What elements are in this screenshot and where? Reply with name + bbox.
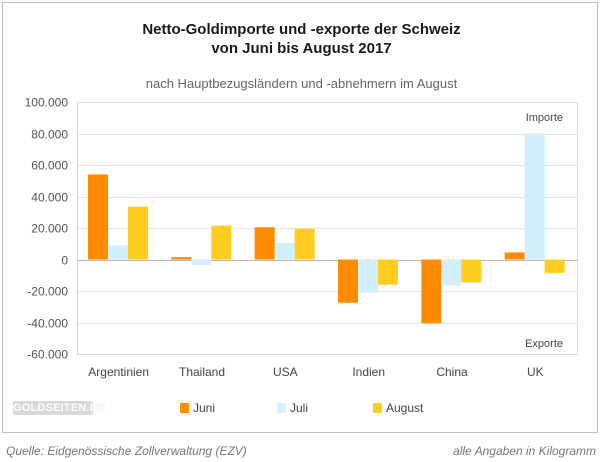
y-tick-label: -40.000: [27, 317, 68, 331]
x-tick-label: UK: [527, 365, 544, 379]
plot-border: [77, 102, 578, 355]
y-axis-ticks: 100.000 80.000 60.000 40.000 20.000 0 -20.000 -…: [25, 96, 69, 362]
y-tick-label: 40.000: [31, 191, 68, 205]
bar-august-usa: [294, 228, 315, 260]
chart-title: Netto-Goldimporte und -exporte der Schwe…: [0, 20, 603, 58]
bar-juni-uk: [504, 252, 525, 260]
bar-juni-indien: [338, 259, 358, 303]
bar-juli-usa: [274, 242, 295, 260]
bar-juli-thailand: [191, 259, 212, 266]
annotation-importe: Importe: [526, 112, 563, 124]
y-tick-label: 100.000: [25, 96, 69, 110]
legend: Juni Juli August: [180, 401, 424, 415]
x-tick-label: Argentinien: [88, 365, 149, 379]
chart-subtitle: nach Hauptbezugsländern und -abnehmern i…: [145, 76, 458, 91]
bar-august-china: [461, 259, 482, 283]
bar-juni-argentinien: [88, 174, 108, 260]
grid-lines: [77, 102, 578, 355]
x-axis-labels: Argentinien Thailand USA Indien China UK: [88, 365, 543, 379]
legend-label-august: August: [386, 401, 424, 415]
y-tick-label: 60.000: [31, 159, 68, 173]
x-tick-label: Indien: [352, 365, 385, 379]
bar-juli-indien: [358, 259, 378, 293]
y-tick-label: -20.000: [27, 285, 68, 299]
bar-juli-uk: [524, 133, 545, 260]
bar-august-uk: [544, 259, 565, 273]
chart-title-line-2: von Juni bis August 2017: [211, 40, 392, 57]
bar-juni-usa: [254, 227, 275, 260]
bar-august-indien: [378, 259, 398, 285]
legend-swatch-juli: [277, 403, 286, 413]
legend-swatch-august: [373, 403, 382, 413]
y-tick-label: 0: [61, 254, 68, 268]
goldseiten-logo: GOLDSEITEN.DE: [13, 401, 106, 415]
source-note: Quelle: Eidgenössische Zollverwaltung (E…: [6, 444, 247, 458]
unit-note: alle Angaben in Kilogramm: [453, 444, 596, 458]
legend-label-juli: Juli: [290, 401, 308, 415]
bar-juni-china: [421, 259, 442, 324]
annotation-exporte: Exporte: [525, 338, 563, 350]
bars: [88, 133, 565, 324]
bar-august-thailand: [211, 225, 232, 260]
legend-label-juni: Juni: [193, 401, 215, 415]
x-tick-label: USA: [273, 365, 298, 379]
y-tick-label: -60.000: [27, 348, 68, 362]
bar-juli-china: [441, 259, 462, 286]
x-tick-label: China: [436, 365, 468, 379]
y-tick-label: 80.000: [31, 128, 68, 142]
y-tick-label: 20.000: [31, 222, 68, 236]
x-tick-label: Thailand: [179, 365, 225, 379]
bar-august-argentinien: [128, 206, 148, 260]
legend-swatch-juni: [180, 403, 189, 413]
bar-juni-thailand: [171, 257, 192, 260]
bar-juli-argentinien: [108, 245, 128, 260]
chart-title-line-1: Netto-Goldimporte und -exporte der Schwe…: [142, 21, 461, 38]
